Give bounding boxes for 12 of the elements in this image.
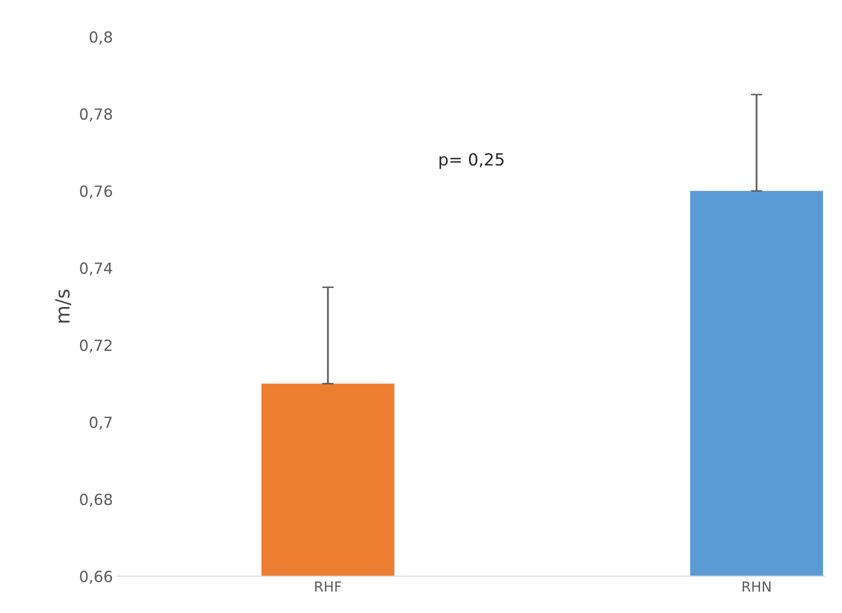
y-tick-label: 0,8 xyxy=(90,31,112,44)
y-tick-label: 0,76 xyxy=(80,185,112,198)
x-tick-label: RHN xyxy=(742,582,770,592)
y-tick-label: 0,74 xyxy=(80,262,112,276)
y-tick-label: 0,78 xyxy=(80,108,112,122)
y-tick-label: 0,72 xyxy=(80,339,112,353)
y-tick-label: 0,66 xyxy=(80,570,112,584)
y-axis-title: m/s xyxy=(55,290,72,323)
y-tick-label: 0,68 xyxy=(80,494,112,507)
y-tick-label: 0,7 xyxy=(90,416,112,430)
x-tick-label: RHF xyxy=(315,582,342,592)
annotation: p= 0,25 xyxy=(440,153,504,169)
